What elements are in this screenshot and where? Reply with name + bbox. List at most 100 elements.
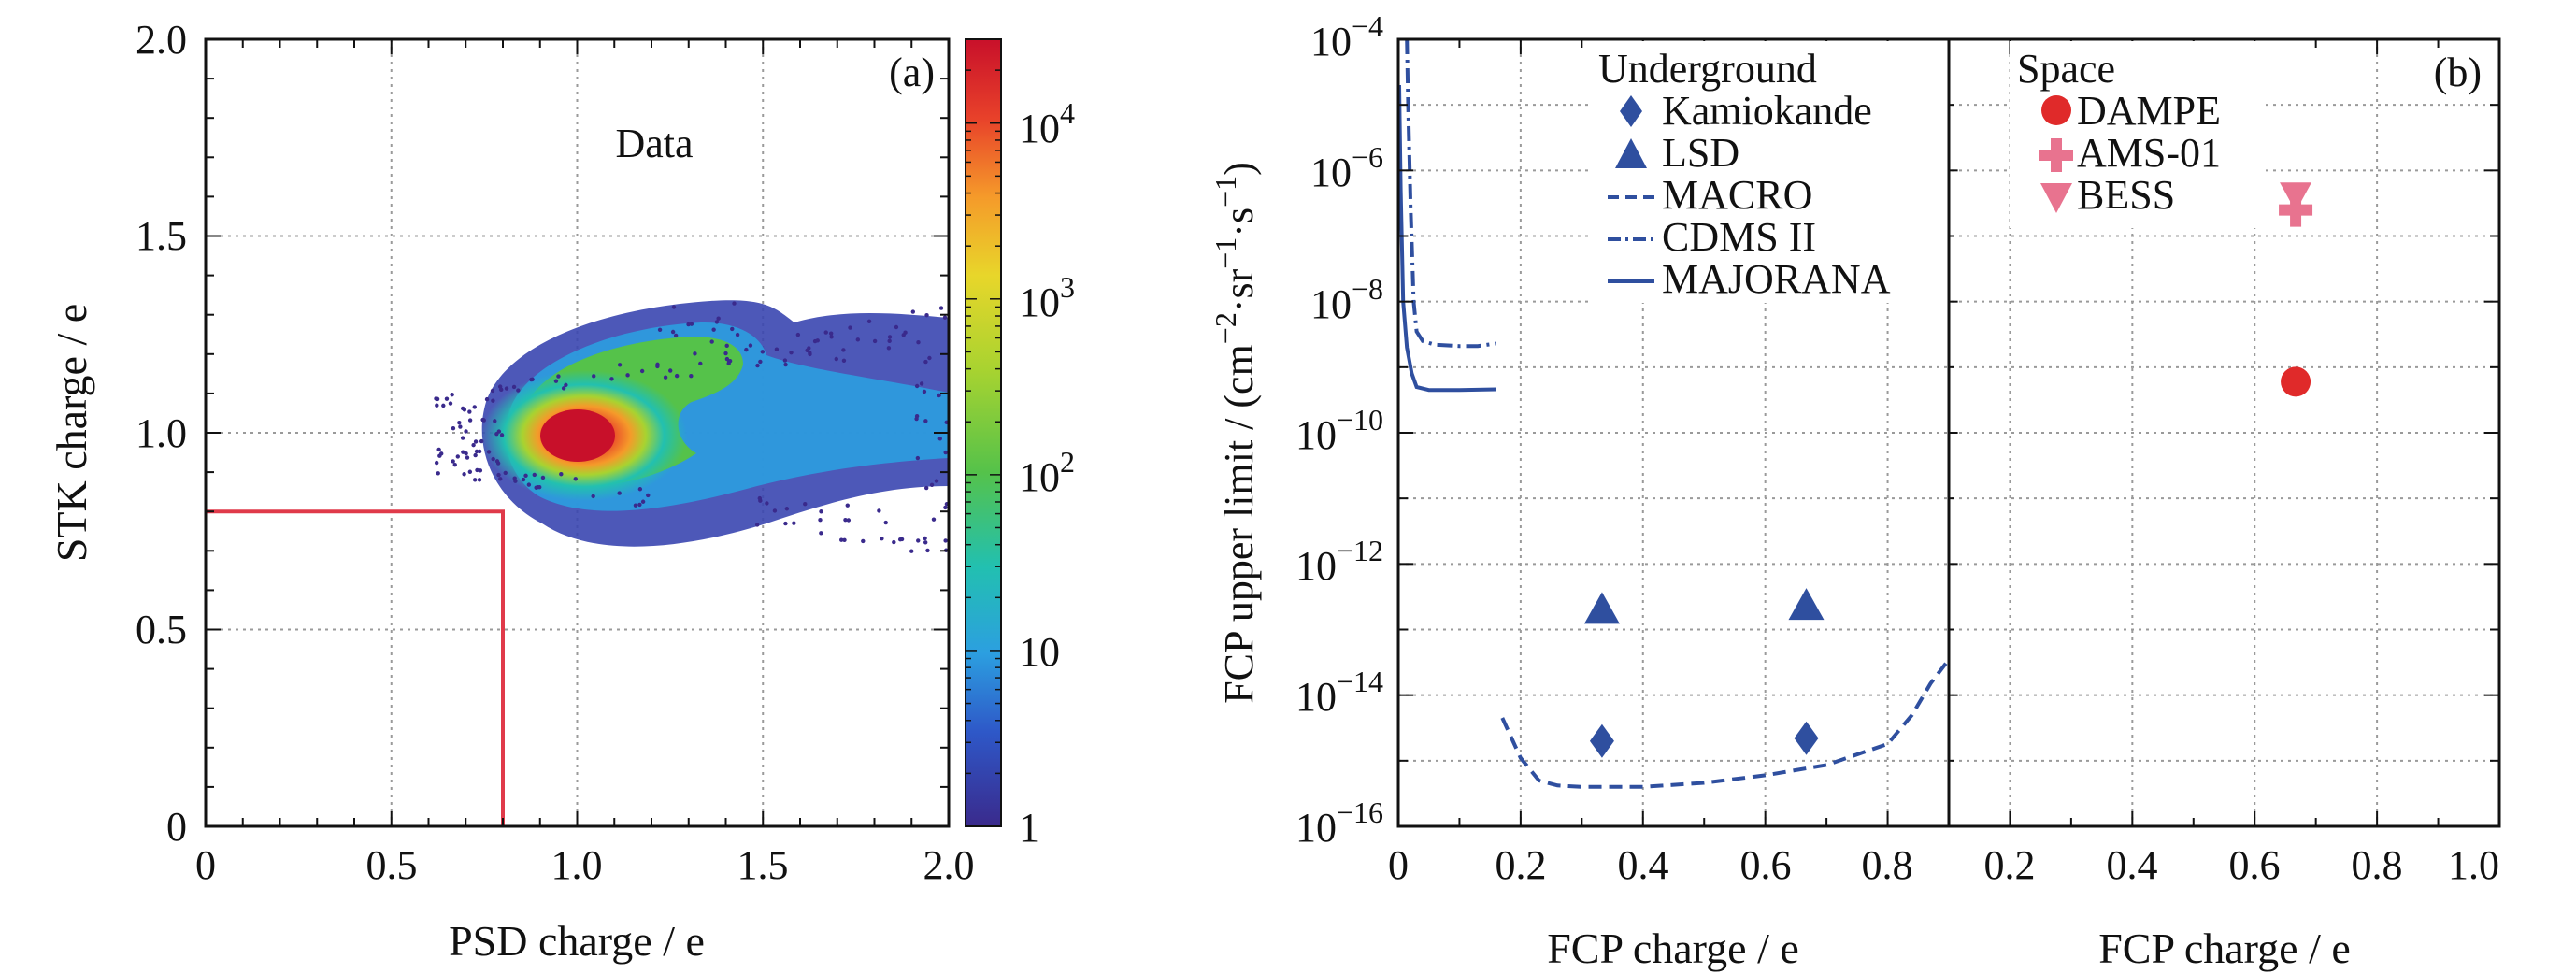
density-scatter-dot bbox=[938, 306, 944, 310]
majorana-line bbox=[1398, 84, 1496, 393]
density-scatter-dot bbox=[937, 393, 941, 398]
x-axis-label: PSD charge / e bbox=[449, 917, 705, 965]
density-scatter-dot bbox=[755, 363, 760, 368]
density-scatter-dot bbox=[521, 477, 526, 482]
legend-lsd-marker bbox=[1615, 138, 1647, 168]
density-scatter-dot bbox=[573, 477, 578, 481]
density-scatter-dot bbox=[553, 379, 559, 383]
y-tick-label: 10−14 bbox=[1295, 665, 1383, 720]
legend-ams-marker bbox=[2039, 138, 2073, 172]
y-tick-label: 10−6 bbox=[1310, 140, 1383, 195]
lsd-point bbox=[1583, 592, 1620, 624]
x-tick-label: 2.0 bbox=[923, 842, 975, 888]
density-scatter-dot bbox=[934, 479, 939, 483]
density-scatter-dot bbox=[437, 453, 442, 458]
density-scatter-dot bbox=[855, 337, 861, 342]
density-scatter-dot bbox=[499, 433, 505, 437]
x-tick-label: 0 bbox=[1388, 842, 1409, 888]
density-scatter-dot bbox=[673, 333, 679, 338]
density-scatter-dot bbox=[772, 508, 778, 513]
panel-label-a: (a) bbox=[889, 50, 935, 95]
legend-title: Space bbox=[2017, 46, 2115, 92]
density-scatter-dot bbox=[754, 523, 760, 527]
legend-dampe-marker bbox=[2041, 95, 2071, 125]
density-scatter-dot bbox=[861, 538, 866, 544]
density-scatter-dot bbox=[923, 419, 928, 423]
legend-kamiokande-marker bbox=[1620, 95, 1642, 127]
density-scatter-dot bbox=[923, 485, 929, 491]
density-scatter-dot bbox=[758, 359, 763, 365]
panel-a: 0 0.5 1.0 1.5 2.0 0 0.5 1.0 1.5 2.0 PSD … bbox=[48, 17, 1075, 965]
panel-b-underground-series bbox=[1398, 39, 1949, 789]
density-scatter-dot bbox=[919, 381, 924, 386]
x-tick-label: 0.6 bbox=[1740, 842, 1792, 888]
density-scatter-dot bbox=[698, 361, 703, 366]
density-scatter-dot bbox=[484, 396, 490, 402]
y-tick-label: 0.5 bbox=[136, 607, 187, 652]
selection-cut-box bbox=[206, 509, 505, 826]
density-scatter-dot bbox=[448, 401, 453, 406]
density-scatter-dot bbox=[475, 467, 479, 473]
density-scatter-dot bbox=[903, 330, 908, 335]
density-scatter-dot bbox=[923, 536, 927, 541]
density-scatter-dot bbox=[464, 451, 468, 456]
density-scatter-dot bbox=[845, 503, 850, 508]
y-axis-label: STK charge / e bbox=[48, 304, 95, 562]
density-scatter-dot bbox=[829, 335, 834, 339]
density-scatter-dot bbox=[472, 478, 478, 482]
density-scatter-dot bbox=[444, 396, 450, 401]
density-scatter-dot bbox=[556, 374, 561, 379]
density-scatter-dot bbox=[841, 358, 847, 363]
colorbar-tick-label: 10 bbox=[1019, 629, 1060, 675]
density-scatter-dot bbox=[637, 502, 642, 508]
cdms-ii-line bbox=[1405, 39, 1496, 349]
density-scatter-dot bbox=[942, 315, 948, 320]
dampe-point bbox=[2281, 366, 2311, 397]
density-scatter-dot bbox=[916, 340, 921, 345]
density-scatter-dot bbox=[693, 351, 697, 356]
density-scatter-dot bbox=[711, 327, 716, 332]
density-scatter-dot bbox=[633, 503, 638, 508]
density-scatter-dot bbox=[842, 537, 847, 542]
y-tick-label: 10−16 bbox=[1295, 795, 1383, 851]
density-scatter-dot bbox=[480, 417, 485, 423]
density-scatter-dot bbox=[639, 368, 645, 374]
colorbar-tick-label: 103 bbox=[1019, 270, 1075, 325]
density-scatter-dot bbox=[782, 358, 788, 363]
density-scatter-dot bbox=[760, 350, 766, 354]
density-scatter-dot bbox=[486, 450, 492, 454]
density-scatter-dot bbox=[516, 388, 521, 393]
density-scatter-dot bbox=[450, 392, 454, 397]
legend-bess-marker bbox=[2040, 183, 2072, 213]
density-scatter-dot bbox=[723, 351, 728, 356]
density-scatter-dot bbox=[714, 320, 720, 324]
legend-bess-label: BESS bbox=[2077, 172, 2175, 218]
density-scatter-dot bbox=[434, 460, 439, 466]
density-scatter-dot bbox=[839, 537, 844, 542]
density-scatter-dot bbox=[887, 338, 892, 344]
density-scatter-dot bbox=[436, 471, 440, 476]
panel-b: 10−16 10−14 10−12 10−10 10−8 10−6 10−4 0… bbox=[1209, 9, 2501, 972]
legend-lsd-label: LSD bbox=[1662, 130, 1739, 176]
y-tick-label: 10−12 bbox=[1295, 534, 1383, 589]
legend-title: Underground bbox=[1598, 46, 1817, 92]
density-scatter-dot bbox=[834, 356, 838, 362]
density-scatter-dot bbox=[866, 319, 872, 324]
density-scatter-dot bbox=[451, 459, 455, 464]
density-scatter-dot bbox=[479, 438, 484, 444]
density-scatter-dot bbox=[872, 338, 878, 344]
density-scatter-dot bbox=[609, 377, 614, 381]
density-scatter-dot bbox=[671, 305, 677, 309]
y-tick-label: 10−4 bbox=[1310, 9, 1383, 64]
density-scatter-dot bbox=[887, 335, 893, 339]
density-scatter-dot bbox=[880, 537, 884, 541]
density-scatter-dot bbox=[537, 484, 542, 490]
density-scatter-dot bbox=[491, 456, 495, 462]
density-scatter-dot bbox=[937, 437, 942, 441]
x-tick-label: 0.8 bbox=[2352, 842, 2403, 888]
x-tick-label: 0.8 bbox=[1862, 842, 1913, 888]
density-scatter-dot bbox=[617, 491, 622, 495]
density-scatter-dot bbox=[783, 521, 788, 526]
density-scatter-dot bbox=[808, 351, 812, 355]
